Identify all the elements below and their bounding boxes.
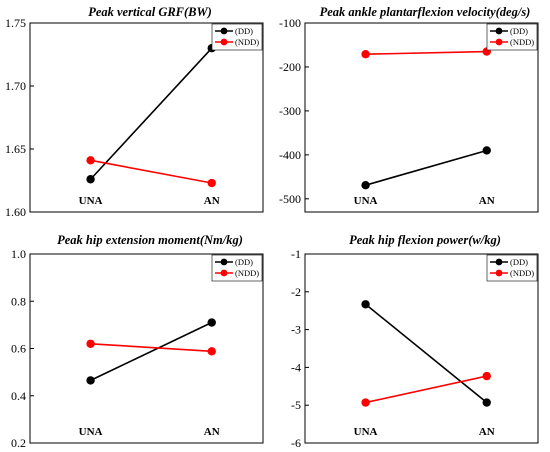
series-line-dd	[365, 149, 487, 186]
plot-frame	[29, 22, 264, 213]
series-line-dd	[365, 303, 488, 404]
chart-title: Peak hip extension moment(Nm/kg)	[57, 233, 243, 247]
data-point-dd-an	[207, 318, 216, 327]
y-tick-label: -6	[291, 436, 301, 450]
plot-frame	[304, 253, 539, 444]
y-tick-label: -500	[279, 192, 301, 206]
chart-panel-3: Peak hip extension moment(Nm/kg) 0.2 0.4 0.…	[11, 233, 264, 450]
legend: (DD)(NDD)	[211, 254, 263, 282]
y-tick-label: -200	[279, 60, 301, 74]
series-line-ndd	[365, 50, 487, 56]
y-tick-label: -4	[291, 360, 301, 374]
y-tick-label: -100	[279, 16, 301, 30]
legend-box	[211, 23, 263, 51]
data-point-dd-an	[482, 146, 491, 155]
data-point-dd-una	[361, 180, 370, 190]
chart-title: Peak hip flexion power(w/kg)	[349, 233, 501, 247]
y-tick-label: -2	[291, 285, 301, 299]
y-tick-label: 1.70	[5, 79, 26, 93]
legend-label: (DD)	[510, 26, 528, 36]
legend-marker	[495, 38, 503, 46]
y-tick-label: 1.60	[5, 205, 26, 219]
legend-box	[211, 254, 263, 282]
y-tick-label: -1	[291, 247, 301, 261]
legend-label: (NDD)	[235, 37, 259, 47]
data-point-ndd-an	[207, 178, 216, 188]
x-category-label: AN	[479, 195, 495, 207]
y-tick-label: 0.4	[11, 389, 26, 403]
series-line-ndd	[365, 375, 487, 404]
data-point-ndd-una	[86, 339, 95, 348]
chart-panel-2: Peak ankle plantarflexion velocity(deg/s…	[279, 5, 539, 213]
data-point-dd-una	[361, 300, 370, 309]
legend-marker	[220, 269, 228, 277]
x-category-label: AN	[204, 195, 220, 207]
legend-label: (DD)	[235, 26, 253, 36]
legend-label: (NDD)	[510, 268, 534, 278]
y-tick-label: 1.75	[5, 16, 26, 30]
legend-label: (NDD)	[235, 268, 259, 278]
data-point-ndd-an	[482, 371, 491, 381]
legend: (DD)(NDD)	[486, 23, 538, 51]
data-point-dd-una	[86, 175, 95, 184]
x-category-label: AN	[479, 426, 495, 438]
data-point-dd-an	[482, 398, 491, 407]
legend-box	[486, 23, 538, 51]
legend-marker	[495, 258, 503, 266]
chart-title: Peak vertical GRF(BW)	[88, 5, 212, 19]
legend-label: (NDD)	[510, 37, 534, 47]
series-line-dd	[90, 321, 213, 382]
x-category-label: UNA	[354, 195, 378, 207]
legend-marker	[495, 27, 503, 35]
y-tick-label: 1.65	[5, 142, 26, 156]
legend: (DD)(NDD)	[211, 23, 263, 51]
y-tick-label: 0.8	[11, 294, 26, 308]
x-category-label: UNA	[79, 195, 103, 207]
y-tick-label: 0.2	[11, 436, 26, 450]
chart-title: Peak ankle plantarflexion velocity(deg/s…	[320, 5, 531, 19]
x-category-label: AN	[204, 426, 220, 438]
chart-panel-1: Peak vertical GRF(BW) 1.60 1.65 1.70 1.75 UNA…	[5, 5, 264, 219]
y-tick-label: -300	[279, 104, 301, 118]
y-tick-label: -3	[291, 323, 301, 337]
plot-frame	[304, 22, 539, 213]
series-line-ndd	[90, 159, 212, 184]
x-category-label: UNA	[79, 426, 103, 438]
plot-frame	[29, 253, 264, 444]
data-point-ndd-una	[361, 50, 370, 59]
data-point-ndd-an	[207, 347, 216, 356]
legend-label: (DD)	[235, 257, 253, 267]
series-line-dd	[89, 47, 213, 180]
legend: (DD)(NDD)	[486, 254, 538, 282]
legend-box	[486, 254, 538, 282]
y-tick-label: -5	[291, 398, 301, 412]
series-line-ndd	[90, 342, 212, 353]
y-tick-label: 1.0	[11, 247, 26, 261]
data-point-ndd-una	[86, 156, 95, 165]
legend-marker	[220, 27, 228, 35]
y-tick-label: 0.6	[11, 342, 26, 356]
legend-marker	[220, 258, 228, 266]
legend-marker	[220, 38, 228, 46]
x-category-label: UNA	[354, 426, 378, 438]
legend-label: (DD)	[510, 257, 528, 267]
legend-marker	[495, 269, 503, 277]
data-point-dd-una	[86, 376, 95, 385]
y-tick-label: -400	[279, 148, 301, 162]
chart-panel-4: Peak hip flexion power(w/kg) -6 -5 -4 -3 -2 -1…	[291, 233, 539, 450]
data-point-ndd-una	[361, 398, 370, 407]
